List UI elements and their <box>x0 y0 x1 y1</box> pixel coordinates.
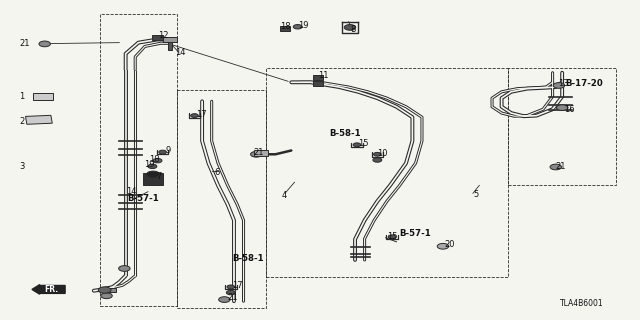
Text: 7: 7 <box>156 172 162 181</box>
Circle shape <box>293 25 302 29</box>
Text: B-58-1: B-58-1 <box>330 129 361 138</box>
Text: 18: 18 <box>280 22 291 31</box>
Circle shape <box>353 143 361 147</box>
Bar <box>168 41 172 50</box>
Circle shape <box>388 235 396 239</box>
Circle shape <box>250 151 262 157</box>
Bar <box>313 81 323 86</box>
Bar <box>26 115 52 124</box>
Text: FR.: FR. <box>45 284 59 294</box>
Circle shape <box>219 297 230 302</box>
Text: B-58-1: B-58-1 <box>233 254 264 263</box>
Bar <box>313 75 323 80</box>
Text: B-57-1: B-57-1 <box>399 229 431 238</box>
Text: 10: 10 <box>378 148 388 157</box>
Circle shape <box>99 287 111 293</box>
Circle shape <box>344 25 356 30</box>
Text: 20: 20 <box>444 240 455 249</box>
Text: 17: 17 <box>196 109 206 118</box>
Text: 17: 17 <box>232 281 243 290</box>
Circle shape <box>153 158 162 163</box>
Bar <box>163 37 177 42</box>
Text: 12: 12 <box>158 31 169 40</box>
Circle shape <box>373 158 382 162</box>
Bar <box>100 14 177 306</box>
Circle shape <box>227 285 235 289</box>
Bar <box>266 68 508 277</box>
Circle shape <box>550 164 561 170</box>
Bar <box>103 288 116 292</box>
Text: 14: 14 <box>175 48 186 57</box>
Circle shape <box>374 152 381 156</box>
Text: 19: 19 <box>144 160 154 169</box>
Text: TLA4B6001: TLA4B6001 <box>560 299 604 308</box>
Text: 11: 11 <box>318 71 328 80</box>
Bar <box>177 90 266 308</box>
Text: 6: 6 <box>215 168 220 177</box>
FancyArrow shape <box>32 285 65 294</box>
Text: 21: 21 <box>228 293 238 302</box>
Circle shape <box>553 83 564 88</box>
Circle shape <box>147 171 159 178</box>
Text: 5: 5 <box>473 190 478 199</box>
Text: 19: 19 <box>298 21 309 30</box>
Text: 21: 21 <box>253 148 264 157</box>
Bar <box>33 93 53 100</box>
Bar <box>152 35 163 40</box>
Text: 21: 21 <box>19 39 29 48</box>
Text: B-57-1: B-57-1 <box>127 194 159 203</box>
Circle shape <box>437 244 449 249</box>
Text: 8: 8 <box>351 25 356 35</box>
Text: 1: 1 <box>19 92 24 101</box>
Bar <box>254 150 268 156</box>
Circle shape <box>118 266 130 271</box>
Circle shape <box>556 105 568 110</box>
Text: 9: 9 <box>166 146 171 155</box>
Circle shape <box>191 114 198 117</box>
Text: 3: 3 <box>19 162 24 171</box>
Text: 14: 14 <box>125 187 136 196</box>
Bar <box>143 173 163 185</box>
Text: 15: 15 <box>388 232 398 241</box>
Circle shape <box>159 150 166 154</box>
Circle shape <box>39 41 51 47</box>
Bar <box>508 68 616 185</box>
Text: 18: 18 <box>148 155 159 164</box>
Text: 15: 15 <box>358 139 369 148</box>
Text: 4: 4 <box>282 191 287 200</box>
Circle shape <box>100 293 112 299</box>
Text: 2: 2 <box>19 117 24 126</box>
Bar <box>280 26 290 31</box>
Text: B-17-20: B-17-20 <box>565 79 603 88</box>
Text: 13: 13 <box>557 79 568 88</box>
Text: 16: 16 <box>564 105 575 114</box>
Text: 21: 21 <box>556 163 566 172</box>
Circle shape <box>227 290 236 295</box>
Circle shape <box>148 164 157 169</box>
